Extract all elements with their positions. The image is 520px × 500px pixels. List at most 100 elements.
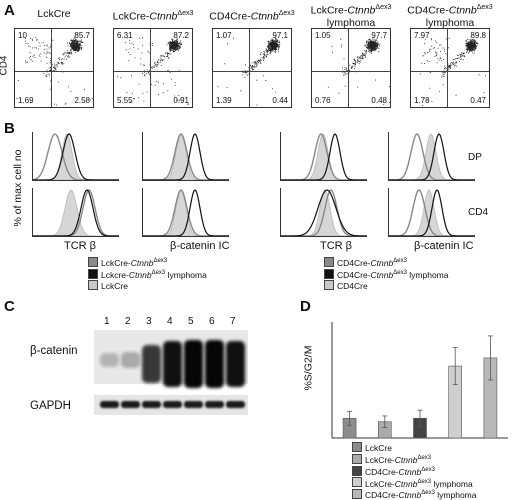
beta-catenin-band-7 xyxy=(226,341,245,387)
quadrant-lr: 2.58 xyxy=(74,96,90,105)
legend-cd4cre: CD4Cre-CtnnbΔex3 CD4Cre-CtnnbΔex3 lymphom… xyxy=(324,256,448,291)
beta-catenin-band-6 xyxy=(205,340,224,388)
histogram-curves xyxy=(389,189,475,236)
legend-allele: Δex3 xyxy=(151,269,166,276)
title-allele: Δex3 xyxy=(375,4,392,11)
legend-swatch xyxy=(324,279,334,290)
xlabel-tcrb-2: TCR β xyxy=(320,240,352,252)
bar-legend-tail: lymphoma xyxy=(431,478,473,489)
panel-label-c: C xyxy=(4,298,15,315)
gapdh-band-2 xyxy=(121,401,140,408)
histogram-r1-c0 xyxy=(32,188,119,237)
title-main: CD4Cre- xyxy=(407,4,449,17)
quadrant-ur: 85.7 xyxy=(74,31,90,40)
histogram-r0-c1 xyxy=(142,132,229,181)
histogram-curve xyxy=(33,133,119,180)
histogram-curve xyxy=(281,133,367,180)
quadrant-line-v xyxy=(150,29,151,107)
cell-cycle-bar-chart xyxy=(331,322,508,439)
legend-allele: Δex3 xyxy=(393,269,407,276)
histogram-curve xyxy=(33,133,119,180)
beta-catenin-band-3 xyxy=(142,345,161,383)
dotplot-title-4: CD4Cre-CtnnbΔex3 lymphoma xyxy=(398,2,502,29)
title-main: LckCre xyxy=(37,8,71,20)
histogram-curves xyxy=(143,133,229,180)
legend-item-0: LckCre-CtnnbΔex3 xyxy=(88,256,207,268)
quadrant-ul: 7.97 xyxy=(414,31,430,40)
panel-label-d: D xyxy=(300,298,311,315)
title-main: LckCre- xyxy=(112,10,150,23)
dot-cloud xyxy=(217,37,281,106)
bar-legend-item-3: LckCre-CtnnbΔex3 lymphoma xyxy=(352,477,476,489)
quadrant-ul: 1.05 xyxy=(315,31,331,40)
xlabel-bcat-1: β-catenin IC xyxy=(170,240,230,252)
row-label-dp: DP xyxy=(468,152,482,163)
panel-label-a: A xyxy=(4,2,15,19)
dotplot-title-3: LckCre-CtnnbΔex3 lymphoma xyxy=(299,2,403,29)
dotplot-4: 7.97 89.8 1.78 0.47 xyxy=(410,28,490,108)
bar-legend-gene: Ctnnb xyxy=(394,454,418,465)
title-gene: Ctnnb xyxy=(149,10,178,23)
legend-allele: Δex3 xyxy=(153,258,168,264)
histogram-curve xyxy=(281,189,367,236)
gapdh-band-6 xyxy=(205,401,224,408)
dot-cloud xyxy=(419,37,486,106)
xlabel-bcat-2: β-catenin IC xyxy=(414,240,474,252)
legend-swatch xyxy=(88,268,98,279)
histogram-curve xyxy=(143,189,229,236)
bar-legend-item-4: CD4Cre-CtnnbΔex3 lymphoma xyxy=(352,488,476,500)
histogram-curve xyxy=(143,189,229,236)
quadrant-line-v xyxy=(249,29,250,107)
quadrant-lr: 0.47 xyxy=(470,96,486,105)
bar-legend-allele: Δex3 xyxy=(417,455,432,461)
histogram-curve xyxy=(143,133,229,180)
gapdh-band-7 xyxy=(226,401,245,408)
lane-number-4: 4 xyxy=(167,316,173,327)
quadrant-line-v xyxy=(447,29,448,107)
quadrant-ur: 97.7 xyxy=(371,31,387,40)
quadrant-lr: 0.91 xyxy=(173,96,189,105)
legend-text: Lckcre- xyxy=(101,269,129,280)
dotplot-3: 1.05 97.7 0.76 0.48 xyxy=(311,28,391,108)
legend-allele: Δex3 xyxy=(393,258,407,264)
bar-legend-gene: Ctnnb xyxy=(394,478,418,489)
quadrant-line-h xyxy=(213,71,291,72)
quadrant-ul: 1.07 xyxy=(216,31,232,40)
legend-item-2: LckCre xyxy=(88,279,207,291)
xlabel-tcrb-1: TCR β xyxy=(64,240,96,252)
bar-legend-allele: Δex3 xyxy=(417,478,432,485)
beta-catenin-band-1 xyxy=(100,353,119,367)
quadrant-ll: 0.76 xyxy=(315,96,331,105)
lane-number-1: 1 xyxy=(104,316,110,327)
title-gene: Ctnnb xyxy=(250,10,279,23)
histogram-curve xyxy=(281,133,367,180)
quadrant-ur: 97.1 xyxy=(272,31,288,40)
title-gene: Ctnnb xyxy=(448,4,477,17)
legend-text: LckCre- xyxy=(101,257,131,268)
histogram-r1-c2 xyxy=(280,188,367,237)
quadrant-lr: 0.44 xyxy=(272,96,288,105)
bar-legend-swatch xyxy=(352,453,362,464)
beta-catenin-label: β-catenin xyxy=(30,345,78,357)
legend-swatch xyxy=(88,256,98,267)
bar-legend-swatch xyxy=(352,477,362,488)
quadrant-line-h xyxy=(312,71,390,72)
histogram-curve xyxy=(281,133,367,180)
bar-legend-item-0: LckCre xyxy=(352,442,476,453)
bar-legend-gene: Ctnnb xyxy=(398,466,422,477)
dotplot-2: 1.07 97.1 1.39 0.44 xyxy=(212,28,292,108)
quadrant-line-v xyxy=(51,29,52,107)
panel-label-b: B xyxy=(4,120,15,137)
bar-legend-text: LckCre xyxy=(365,443,392,453)
quadrant-ur: 87.2 xyxy=(173,31,189,40)
legend-gene: Ctnnb xyxy=(370,257,394,268)
bar-legend-item-1: LckCre-CtnnbΔex3 xyxy=(352,453,476,465)
cd4-axis-label: CD4 xyxy=(0,55,10,76)
title-line2: lymphoma xyxy=(326,16,376,29)
dotplot-0: 10 85.7 1.69 2.58 xyxy=(14,28,94,108)
lane-number-3: 3 xyxy=(146,316,152,327)
histogram-curve xyxy=(33,189,119,236)
gapdh-band-4 xyxy=(163,401,182,408)
gapdh-band-3 xyxy=(142,401,161,408)
histogram-r0-c3 xyxy=(388,132,475,181)
